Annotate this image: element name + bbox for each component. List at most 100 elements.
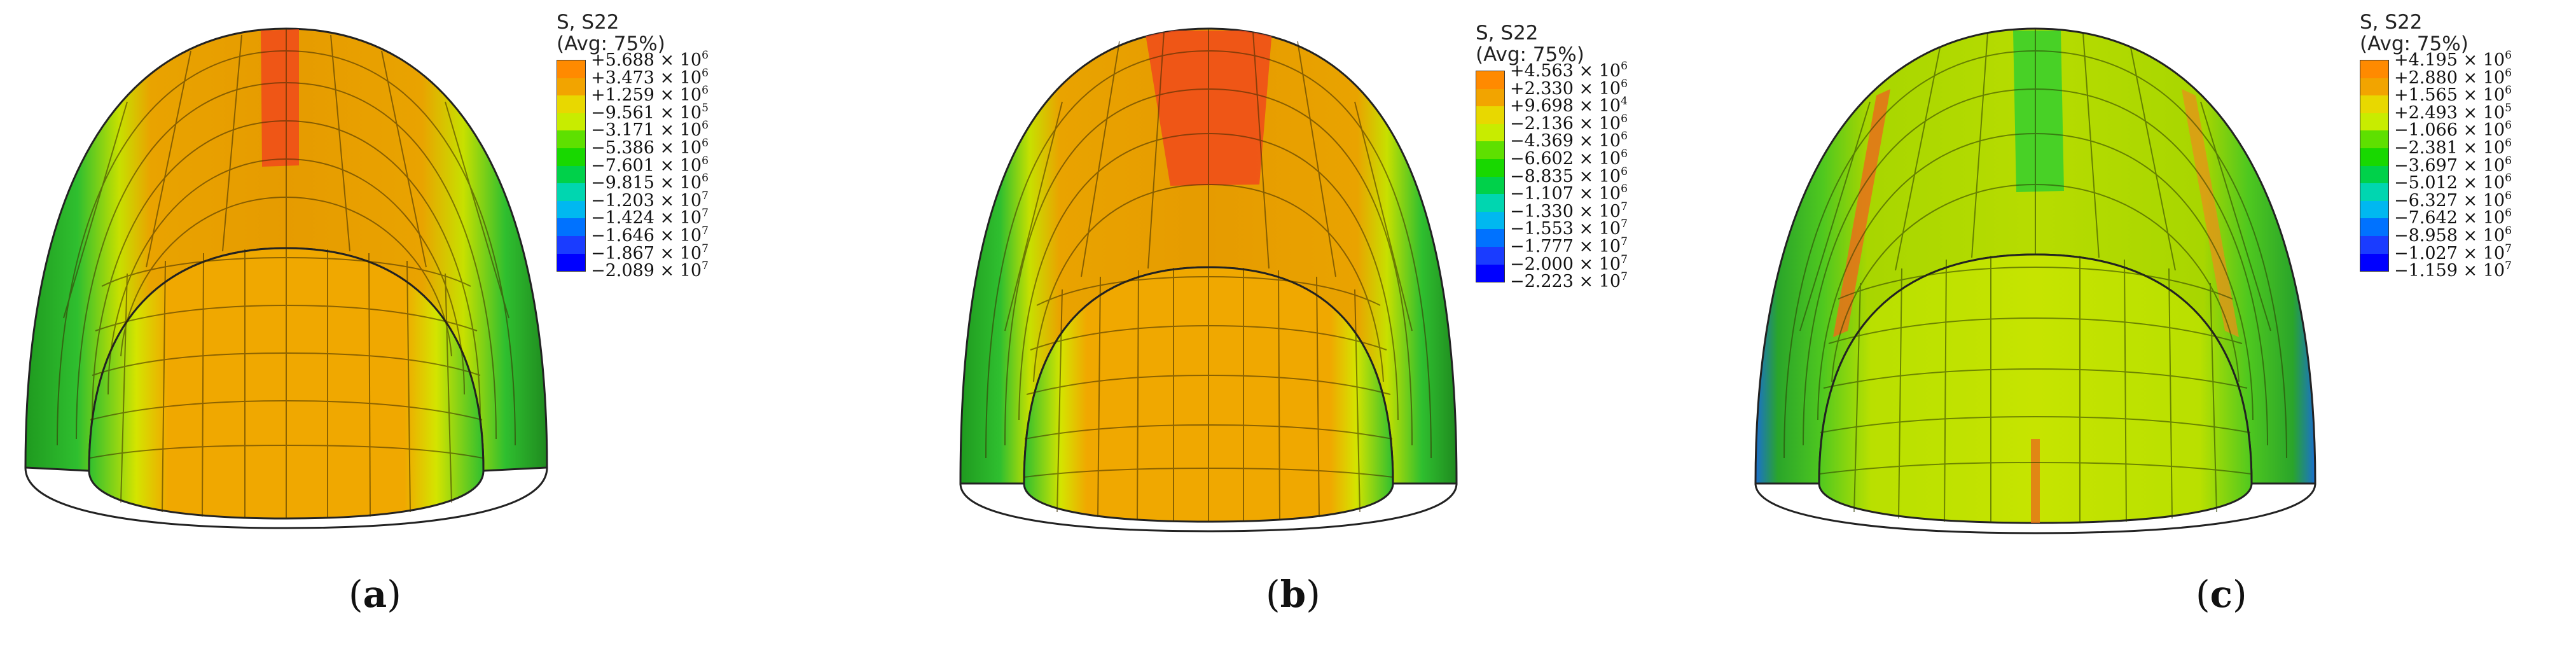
- colorbar-swatch: [2360, 235, 2388, 254]
- tick-exponent: 6: [2505, 154, 2512, 167]
- tick-mantissa: −6.602 × 10: [1510, 149, 1621, 169]
- colorbar-swatch: [2360, 78, 2388, 96]
- colorbar-tick-label: −3.171 × 106: [591, 120, 709, 141]
- colorbar-swatch: [557, 78, 585, 96]
- tick-mantissa: −2.381 × 10: [2394, 138, 2505, 158]
- colorbar-tick-label: +9.698 × 104: [1510, 96, 1628, 115]
- tick-exponent: 5: [2505, 101, 2512, 115]
- tick-mantissa: −6.327 × 10: [2394, 190, 2505, 211]
- colorbar-tick-label: +4.563 × 106: [1510, 61, 1628, 81]
- colorbar-tick-label: −1.107 × 106: [1510, 184, 1628, 203]
- caption-c: (c): [2196, 573, 2247, 616]
- colorbar-tick-label: −1.777 × 107: [1510, 237, 1628, 256]
- tick-mantissa: −9.561 × 10: [591, 102, 702, 123]
- colorbar-swatch: [2360, 183, 2388, 201]
- colorbar-tick-label: −2.089 × 107: [591, 261, 709, 281]
- colorbar-tick-label: −1.027 × 107: [2394, 242, 2512, 263]
- tick-exponent: 6: [702, 66, 709, 80]
- colorbar-swatch: [1476, 229, 1504, 247]
- legend-b: S, S22 (Avg: 75%) +4.563 × 106 +2.330 × 1…: [1476, 22, 1628, 291]
- colorbar-swatch: [557, 218, 585, 236]
- colorbar-tick-label: −2.381 × 106: [2394, 137, 2512, 158]
- colorbar-tick-label: −1.867 × 107: [591, 242, 709, 263]
- colorbar-b: [1476, 71, 1505, 283]
- tick-exponent: 6: [702, 154, 709, 167]
- colorbar-tick-label: −9.561 × 105: [591, 102, 709, 123]
- tick-exponent: 7: [2505, 260, 2512, 273]
- colorbar-tick-label: −6.327 × 106: [2394, 189, 2512, 211]
- colorbar-swatch: [557, 113, 585, 131]
- legend-title-c: S, S22 (Avg: 75%): [2360, 11, 2469, 55]
- panel-c: S, S22 (Avg: 75%) +4.195 × 106 +2.880 × 1…: [1724, 0, 2576, 647]
- colorbar-swatch: [1476, 71, 1504, 89]
- tick-exponent: 6: [2505, 207, 2512, 220]
- shell-inner-c: [1818, 253, 2253, 524]
- tick-exponent: 6: [1621, 165, 1628, 178]
- colorbar-swatch: [2360, 113, 2388, 131]
- colorbar-swatch: [2360, 218, 2388, 236]
- caption-a: (a): [349, 573, 401, 616]
- colorbar-tick-label: +2.330 × 106: [1510, 78, 1628, 98]
- colorbar-tick-label: −2.223 × 107: [1510, 272, 1628, 292]
- colorbar-tick-label: −5.386 × 106: [591, 138, 709, 158]
- colorbar-swatch: [2360, 165, 2388, 184]
- colorbar-tick-label: +2.880 × 106: [2394, 67, 2512, 88]
- tick-mantissa: +2.493 × 10: [2394, 102, 2505, 123]
- colorbar-tick-label: −2.136 × 106: [1510, 113, 1628, 133]
- tick-mantissa: −8.958 × 10: [2394, 226, 2505, 246]
- tick-exponent: 7: [702, 225, 709, 237]
- tick-mantissa: −1.066 × 10: [2394, 120, 2505, 141]
- mesh-c: [1783, 29, 2287, 523]
- colorbar-tick-label: +4.195 × 106: [2394, 50, 2512, 70]
- colorbar-swatch: [2360, 130, 2388, 148]
- colorbar-swatch: [557, 183, 585, 201]
- colorbar-tick-label: +5.688 × 106: [591, 49, 709, 70]
- colorbar-tick-label: −1.646 × 107: [591, 225, 709, 245]
- tick-exponent: 7: [2505, 242, 2512, 255]
- tick-mantissa: +5.688 × 10: [591, 50, 702, 70]
- legend-c: S, S22 (Avg: 75%) +4.195 × 106 +2.880 × 1…: [2360, 11, 2512, 280]
- colorbar-tick-label: −4.369 × 106: [1510, 131, 1628, 150]
- tick-mantissa: +1.565 × 10: [2394, 85, 2505, 106]
- legend-title-a: S, S22 (Avg: 75%): [557, 11, 665, 55]
- tick-mantissa: −2.089 × 10: [591, 261, 702, 281]
- tick-mantissa: −2.223 × 10: [1510, 272, 1621, 292]
- tick-mantissa: +2.880 × 10: [2394, 67, 2505, 88]
- left-high-stress-c: [1833, 89, 1890, 337]
- colorbar-tick-label: −1.553 × 107: [1510, 219, 1628, 238]
- mesh-a: [57, 29, 516, 519]
- colorbar-tick-label: −1.330 × 107: [1510, 201, 1628, 221]
- tick-exponent: 6: [2505, 172, 2512, 185]
- tick-mantissa: −1.027 × 10: [2394, 243, 2505, 263]
- mesh-b: [985, 29, 1432, 522]
- colorbar-swatch: [1476, 106, 1504, 124]
- tick-mantissa: +4.195 × 10: [2394, 50, 2505, 70]
- tick-exponent: 6: [702, 172, 709, 185]
- colorbar-swatch: [557, 200, 585, 219]
- tick-mantissa: +4.563 × 10: [1510, 61, 1621, 81]
- tick-mantissa: −1.330 × 10: [1510, 201, 1621, 221]
- colorbar-swatch: [1476, 176, 1504, 195]
- tick-exponent: 6: [702, 84, 709, 97]
- tick-exponent: 7: [702, 207, 709, 220]
- legend-a: S, S22 (Avg: 75%) +5.688 × 106 +3.473 × 1…: [557, 11, 709, 280]
- colorbar-swatch: [557, 130, 585, 148]
- right-high-stress-c: [2182, 89, 2239, 337]
- colorbar-tick-label: −1.159 × 107: [2394, 260, 2512, 280]
- tick-exponent: 6: [2505, 189, 2512, 202]
- tick-exponent: 6: [2505, 137, 2512, 150]
- colorbar-tick-label: −9.815 × 106: [591, 172, 709, 192]
- tick-mantissa: −3.697 × 10: [2394, 155, 2505, 176]
- colorbar-a: [557, 60, 586, 272]
- tick-exponent: 7: [702, 242, 709, 255]
- tick-mantissa: +1.259 × 10: [591, 85, 702, 106]
- tick-mantissa: −1.203 × 10: [591, 190, 702, 211]
- tick-mantissa: −5.386 × 10: [591, 138, 702, 158]
- tick-mantissa: −3.171 × 10: [591, 120, 702, 141]
- tick-exponent: 6: [702, 49, 709, 62]
- tick-mantissa: −1.424 × 10: [591, 208, 702, 228]
- colorbar-swatch: [2360, 95, 2388, 113]
- tick-exponent: 7: [1621, 253, 1628, 266]
- crown-low-stress-c: [2013, 31, 2064, 192]
- colorbar-tick-label: +3.473 × 106: [591, 66, 709, 87]
